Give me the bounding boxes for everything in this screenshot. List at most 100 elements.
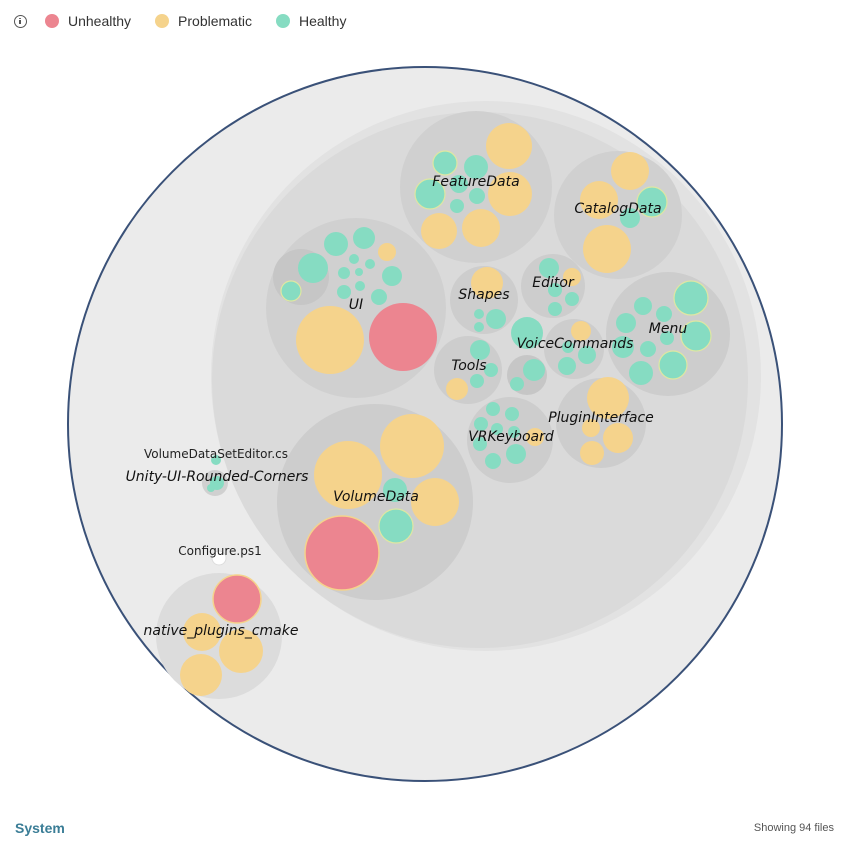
file-bubble[interactable]: [539, 258, 559, 278]
file-bubble[interactable]: [371, 289, 387, 305]
file-bubble[interactable]: [491, 423, 503, 435]
label-native-plugins-cmake: native_plugins_cmake: [144, 623, 299, 639]
file-volumedataseteditor-bubble[interactable]: [211, 455, 221, 465]
file-bubble[interactable]: [563, 268, 581, 286]
legend-item-healthy[interactable]: Healthy: [275, 13, 346, 29]
unhealthy-dot-icon: [45, 14, 59, 28]
file-bubble[interactable]: [680, 320, 712, 352]
file-bubble[interactable]: [523, 359, 545, 381]
file-bubble[interactable]: [470, 340, 490, 360]
file-bubble[interactable]: [432, 150, 458, 176]
file-bubble[interactable]: [378, 243, 396, 261]
file-bubble[interactable]: [640, 341, 656, 357]
file-bubble[interactable]: [378, 508, 414, 544]
file-bubble[interactable]: [314, 441, 382, 509]
file-bubble[interactable]: [548, 283, 562, 297]
file-bubble[interactable]: [411, 478, 459, 526]
label-featuredata: FeatureData: [432, 174, 519, 190]
file-bubble[interactable]: [578, 346, 596, 364]
file-bubble[interactable]: [558, 357, 576, 375]
file-bubble[interactable]: [511, 317, 543, 349]
file-bubble[interactable]: [280, 280, 302, 302]
file-bubble[interactable]: [450, 175, 468, 193]
file-bubble[interactable]: [180, 654, 222, 696]
file-bubble[interactable]: [446, 378, 468, 400]
file-bubble[interactable]: [580, 181, 618, 219]
file-bubble[interactable]: [474, 322, 484, 332]
file-bubble[interactable]: [660, 331, 674, 345]
file-bubble[interactable]: [219, 629, 263, 673]
file-bubble[interactable]: [571, 321, 591, 341]
label-catalogdata: CatalogData: [574, 201, 661, 217]
file-bubble[interactable]: [298, 253, 328, 283]
file-bubble[interactable]: [587, 377, 629, 419]
file-bubble[interactable]: [629, 361, 653, 385]
file-bubble[interactable]: [365, 259, 375, 269]
file-bubble[interactable]: [383, 478, 407, 502]
file-bubble[interactable]: [582, 419, 600, 437]
file-bubble[interactable]: [338, 267, 350, 279]
file-bubble[interactable]: [486, 309, 506, 329]
file-bubble[interactable]: [462, 209, 500, 247]
file-bubble[interactable]: [355, 281, 365, 291]
file-bubble[interactable]: [548, 302, 562, 316]
file-bubble[interactable]: [470, 374, 484, 388]
file-bubble[interactable]: [474, 309, 484, 319]
file-bubble[interactable]: [580, 441, 604, 465]
file-bubble[interactable]: [562, 341, 574, 353]
file-bubble[interactable]: [486, 402, 500, 416]
file-bubble[interactable]: [565, 292, 579, 306]
file-bubble[interactable]: [296, 306, 364, 374]
label-configure: Configure.ps1: [178, 544, 261, 558]
file-bubble[interactable]: [583, 225, 631, 273]
file-bubble[interactable]: [634, 297, 652, 315]
file-bubble[interactable]: [616, 313, 636, 333]
file-bubble[interactable]: [421, 213, 457, 249]
file-bubble[interactable]: [471, 267, 503, 299]
file-bubble[interactable]: [473, 437, 487, 451]
file-bubble[interactable]: [656, 306, 672, 322]
file-bubble[interactable]: [658, 350, 688, 380]
label-ui: UI: [349, 297, 363, 313]
file-bubble[interactable]: [510, 377, 524, 391]
file-bubble[interactable]: [369, 303, 437, 371]
file-bubble[interactable]: [380, 414, 444, 478]
info-icon[interactable]: [14, 14, 27, 28]
file-bubble[interactable]: [382, 266, 402, 286]
file-bubble[interactable]: [612, 336, 634, 358]
file-bubble[interactable]: [183, 613, 221, 651]
legend-item-unhealthy[interactable]: Unhealthy: [45, 13, 131, 29]
file-bubble[interactable]: [526, 428, 544, 446]
file-bubble[interactable]: [474, 417, 488, 431]
file-bubble[interactable]: [486, 123, 532, 169]
file-bubble[interactable]: [485, 453, 501, 469]
label-shapes: Shapes: [458, 287, 509, 303]
label-menu: Menu: [649, 321, 688, 337]
file-bubble[interactable]: [414, 178, 446, 210]
file-bubble[interactable]: [464, 155, 488, 179]
file-bubble[interactable]: [673, 280, 709, 316]
file-bubble[interactable]: [355, 268, 363, 276]
legend-item-problematic[interactable]: Problematic: [155, 13, 252, 29]
scope-label[interactable]: System: [15, 820, 65, 836]
file-configure-bubble[interactable]: [211, 550, 227, 566]
file-bubble[interactable]: [603, 423, 633, 453]
file-bubble[interactable]: [353, 227, 375, 249]
problematic-dot-icon: [155, 14, 170, 28]
file-bubble[interactable]: [620, 208, 640, 228]
file-bubble[interactable]: [484, 363, 498, 377]
file-bubble[interactable]: [450, 199, 464, 213]
file-bubble[interactable]: [304, 515, 380, 591]
file-bubble[interactable]: [337, 285, 351, 299]
file-bubble[interactable]: [212, 574, 262, 624]
file-bubble[interactable]: [324, 232, 348, 256]
file-bubble[interactable]: [488, 172, 532, 216]
file-bubble[interactable]: [636, 186, 668, 218]
file-bubble[interactable]: [349, 254, 359, 264]
file-bubble[interactable]: [505, 407, 519, 421]
file-bubble[interactable]: [508, 426, 520, 438]
file-bubble[interactable]: [611, 152, 649, 190]
file-bubble[interactable]: [207, 484, 215, 492]
file-bubble[interactable]: [506, 444, 526, 464]
file-bubble[interactable]: [469, 188, 485, 204]
